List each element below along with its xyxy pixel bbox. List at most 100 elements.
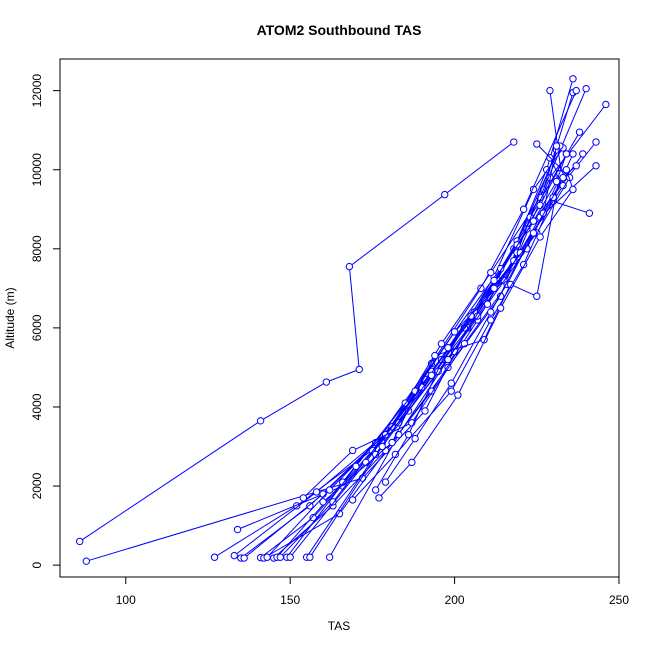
data-point (510, 138, 518, 146)
series-line (237, 104, 607, 530)
data-point (348, 496, 357, 504)
series-line (243, 88, 587, 559)
y-tick-label: 10000 (30, 153, 44, 187)
data-point (592, 162, 600, 170)
series-13 (276, 150, 587, 561)
data-point (454, 391, 462, 399)
data-point (546, 86, 554, 95)
data-point (562, 150, 571, 158)
chart-title: ATOM2 Southbound TAS (257, 22, 422, 38)
data-point (444, 355, 452, 364)
data-point (529, 217, 538, 225)
x-tick-label: 100 (116, 593, 136, 607)
data-point (575, 128, 584, 136)
y-tick-label: 12000 (30, 74, 44, 108)
series-19 (299, 142, 561, 502)
data-point (329, 498, 337, 506)
data-point (444, 343, 452, 352)
data-point (381, 478, 390, 486)
data-point (533, 140, 541, 148)
data-point (552, 142, 561, 150)
data-point (487, 316, 495, 324)
series-layer (76, 75, 610, 565)
data-point (388, 438, 396, 447)
data-point (559, 173, 567, 182)
data-point (230, 551, 238, 560)
data-point (579, 150, 587, 158)
y-axis-label: Altitude (m) (3, 287, 17, 348)
y-tick-label: 8000 (30, 235, 44, 262)
series-3 (210, 144, 567, 561)
data-point (286, 553, 294, 561)
data-point (592, 138, 600, 146)
data-point (572, 86, 580, 95)
x-tick-label: 250 (609, 593, 629, 607)
data-point (569, 150, 577, 158)
series-line (79, 141, 515, 542)
data-point (276, 553, 285, 561)
series-7 (240, 84, 590, 562)
series-1 (76, 138, 518, 546)
data-point (602, 100, 610, 109)
series-line (385, 165, 577, 483)
data-point (411, 434, 419, 443)
y-axis: 0 2000 4000 6000 8000 10000 12000 (30, 74, 61, 568)
data-point (76, 537, 84, 546)
x-tick-label: 200 (445, 593, 465, 607)
data-point (325, 553, 334, 561)
series-line (233, 92, 574, 556)
data-point (82, 557, 91, 565)
data-point (510, 256, 518, 265)
data-point (404, 430, 413, 439)
data-point (210, 553, 219, 561)
data-point (447, 379, 455, 387)
data-point (375, 494, 383, 502)
data-point (496, 264, 505, 273)
data-point (378, 442, 386, 451)
data-point (263, 553, 271, 561)
data-point (536, 233, 544, 241)
data-point (319, 498, 327, 506)
data-point (312, 488, 321, 496)
data-point (487, 308, 495, 316)
data-point (421, 407, 429, 415)
data-point (306, 502, 314, 510)
data-point (490, 276, 498, 285)
x-axis: 100 150 200 250 (116, 576, 629, 607)
data-point (325, 486, 334, 494)
x-tick-label: 150 (280, 593, 300, 607)
data-point (322, 378, 331, 386)
data-point (582, 84, 590, 93)
y-tick-label: 4000 (30, 393, 44, 420)
data-point (496, 304, 505, 312)
data-point (345, 262, 354, 271)
data-point (569, 185, 577, 194)
data-point (519, 205, 528, 213)
data-point (240, 554, 248, 562)
series-22 (371, 150, 571, 494)
series-line (240, 90, 577, 559)
data-point (408, 458, 416, 467)
series-11 (270, 146, 561, 562)
y-tick-label: 0 (30, 561, 44, 568)
data-point (562, 166, 571, 174)
series-line (263, 131, 580, 559)
series-6 (237, 86, 580, 562)
series-21 (348, 150, 577, 504)
data-point (529, 229, 538, 237)
data-point (233, 525, 242, 534)
data-point (431, 351, 439, 360)
data-point (487, 268, 495, 277)
data-point (441, 190, 449, 199)
data-point (256, 417, 265, 425)
data-point (533, 292, 541, 300)
data-point (371, 486, 380, 494)
series-line (302, 145, 557, 499)
data-point (447, 387, 455, 395)
data-point (437, 340, 446, 348)
y-tick-label: 2000 (30, 472, 44, 499)
series-4 (230, 88, 577, 560)
data-point (490, 284, 498, 293)
series-23 (375, 166, 577, 502)
